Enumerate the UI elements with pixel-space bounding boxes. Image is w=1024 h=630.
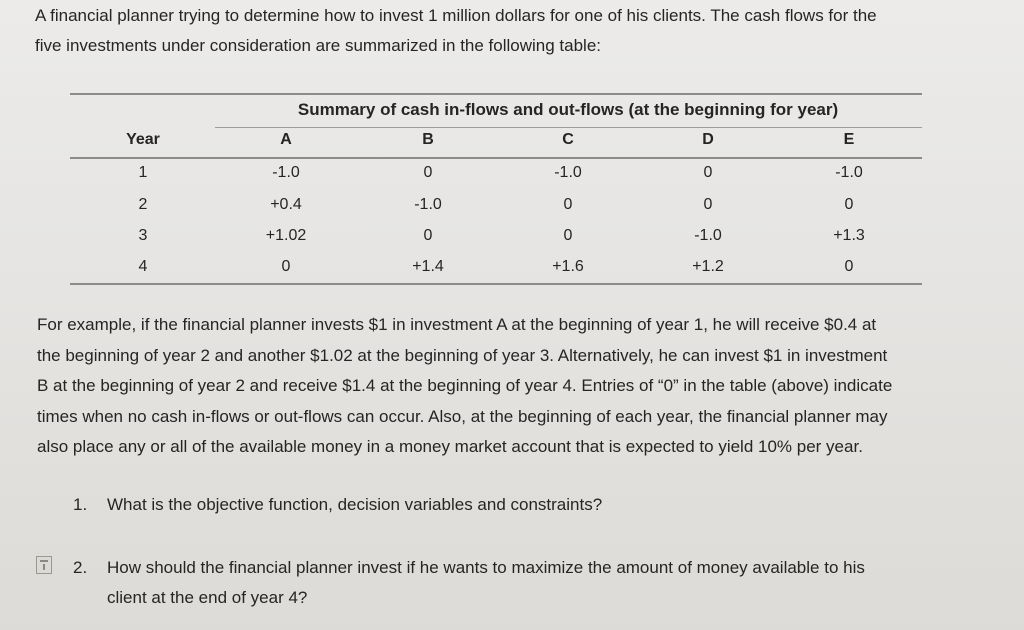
intro-line-2: five investments under consideration are… [35,36,602,55]
question-number: 2. [73,558,88,577]
value-cell: -1.0 [414,196,442,213]
value-cell: +0.4 [270,196,302,213]
value-cell: 0 [844,196,854,213]
header-e: E [843,131,855,148]
value-cell: -1.0 [272,164,300,181]
value-cell: +1.3 [833,227,865,244]
value-cell: 0 [563,196,573,213]
value-cell: 0 [563,227,573,244]
table-bottom-rule [70,283,922,285]
header-c: C [562,131,574,148]
header-year: Year [126,131,160,148]
intro-line-1: A financial planner trying to determine … [35,6,877,25]
paste-options-icon[interactable] [36,556,52,574]
value-cell: +1.4 [412,258,444,275]
question-text: client at the end of year 4? [107,588,308,607]
table-title: Summary of cash in-flows and out-flows (… [297,100,839,119]
value-cell: 0 [281,258,291,275]
year-cell: 1 [138,164,148,181]
question-text: How should the financial planner invest … [107,558,865,577]
header-a: A [280,131,292,148]
value-cell: -1.0 [694,227,722,244]
paragraph-line: B at the beginning of year 2 and receive… [37,376,893,396]
header-b: B [422,131,434,148]
paragraph-line: For example, if the financial planner in… [37,315,877,334]
value-cell: +1.6 [552,258,584,275]
example-paragraph: For example, if the financial planner in… [37,310,997,463]
question-text: What is the objective function, decision… [107,495,603,514]
value-cell: -1.0 [835,164,863,181]
paragraph-line: also place any or all of the available m… [37,437,863,457]
year-cell: 3 [138,227,148,244]
paragraph-line: the beginning of year 2 and another $1.0… [37,345,888,365]
paragraph-line: times when no cash in-flows or out-flows… [37,406,888,426]
value-cell: 0 [844,258,854,275]
year-cell: 2 [138,196,148,213]
value-cell: +1.02 [265,227,307,244]
header-rule [70,157,922,159]
value-cell: 0 [703,196,713,213]
value-cell: -1.0 [554,164,582,181]
table-top-rule [70,93,922,95]
year-cell: 4 [138,258,148,275]
value-cell: 0 [703,164,713,181]
title-rule [215,127,922,128]
question-number: 1. [73,495,88,514]
value-cell: 0 [423,164,433,181]
value-cell: +1.2 [692,258,724,275]
header-d: D [702,131,714,148]
value-cell: 0 [423,227,433,244]
